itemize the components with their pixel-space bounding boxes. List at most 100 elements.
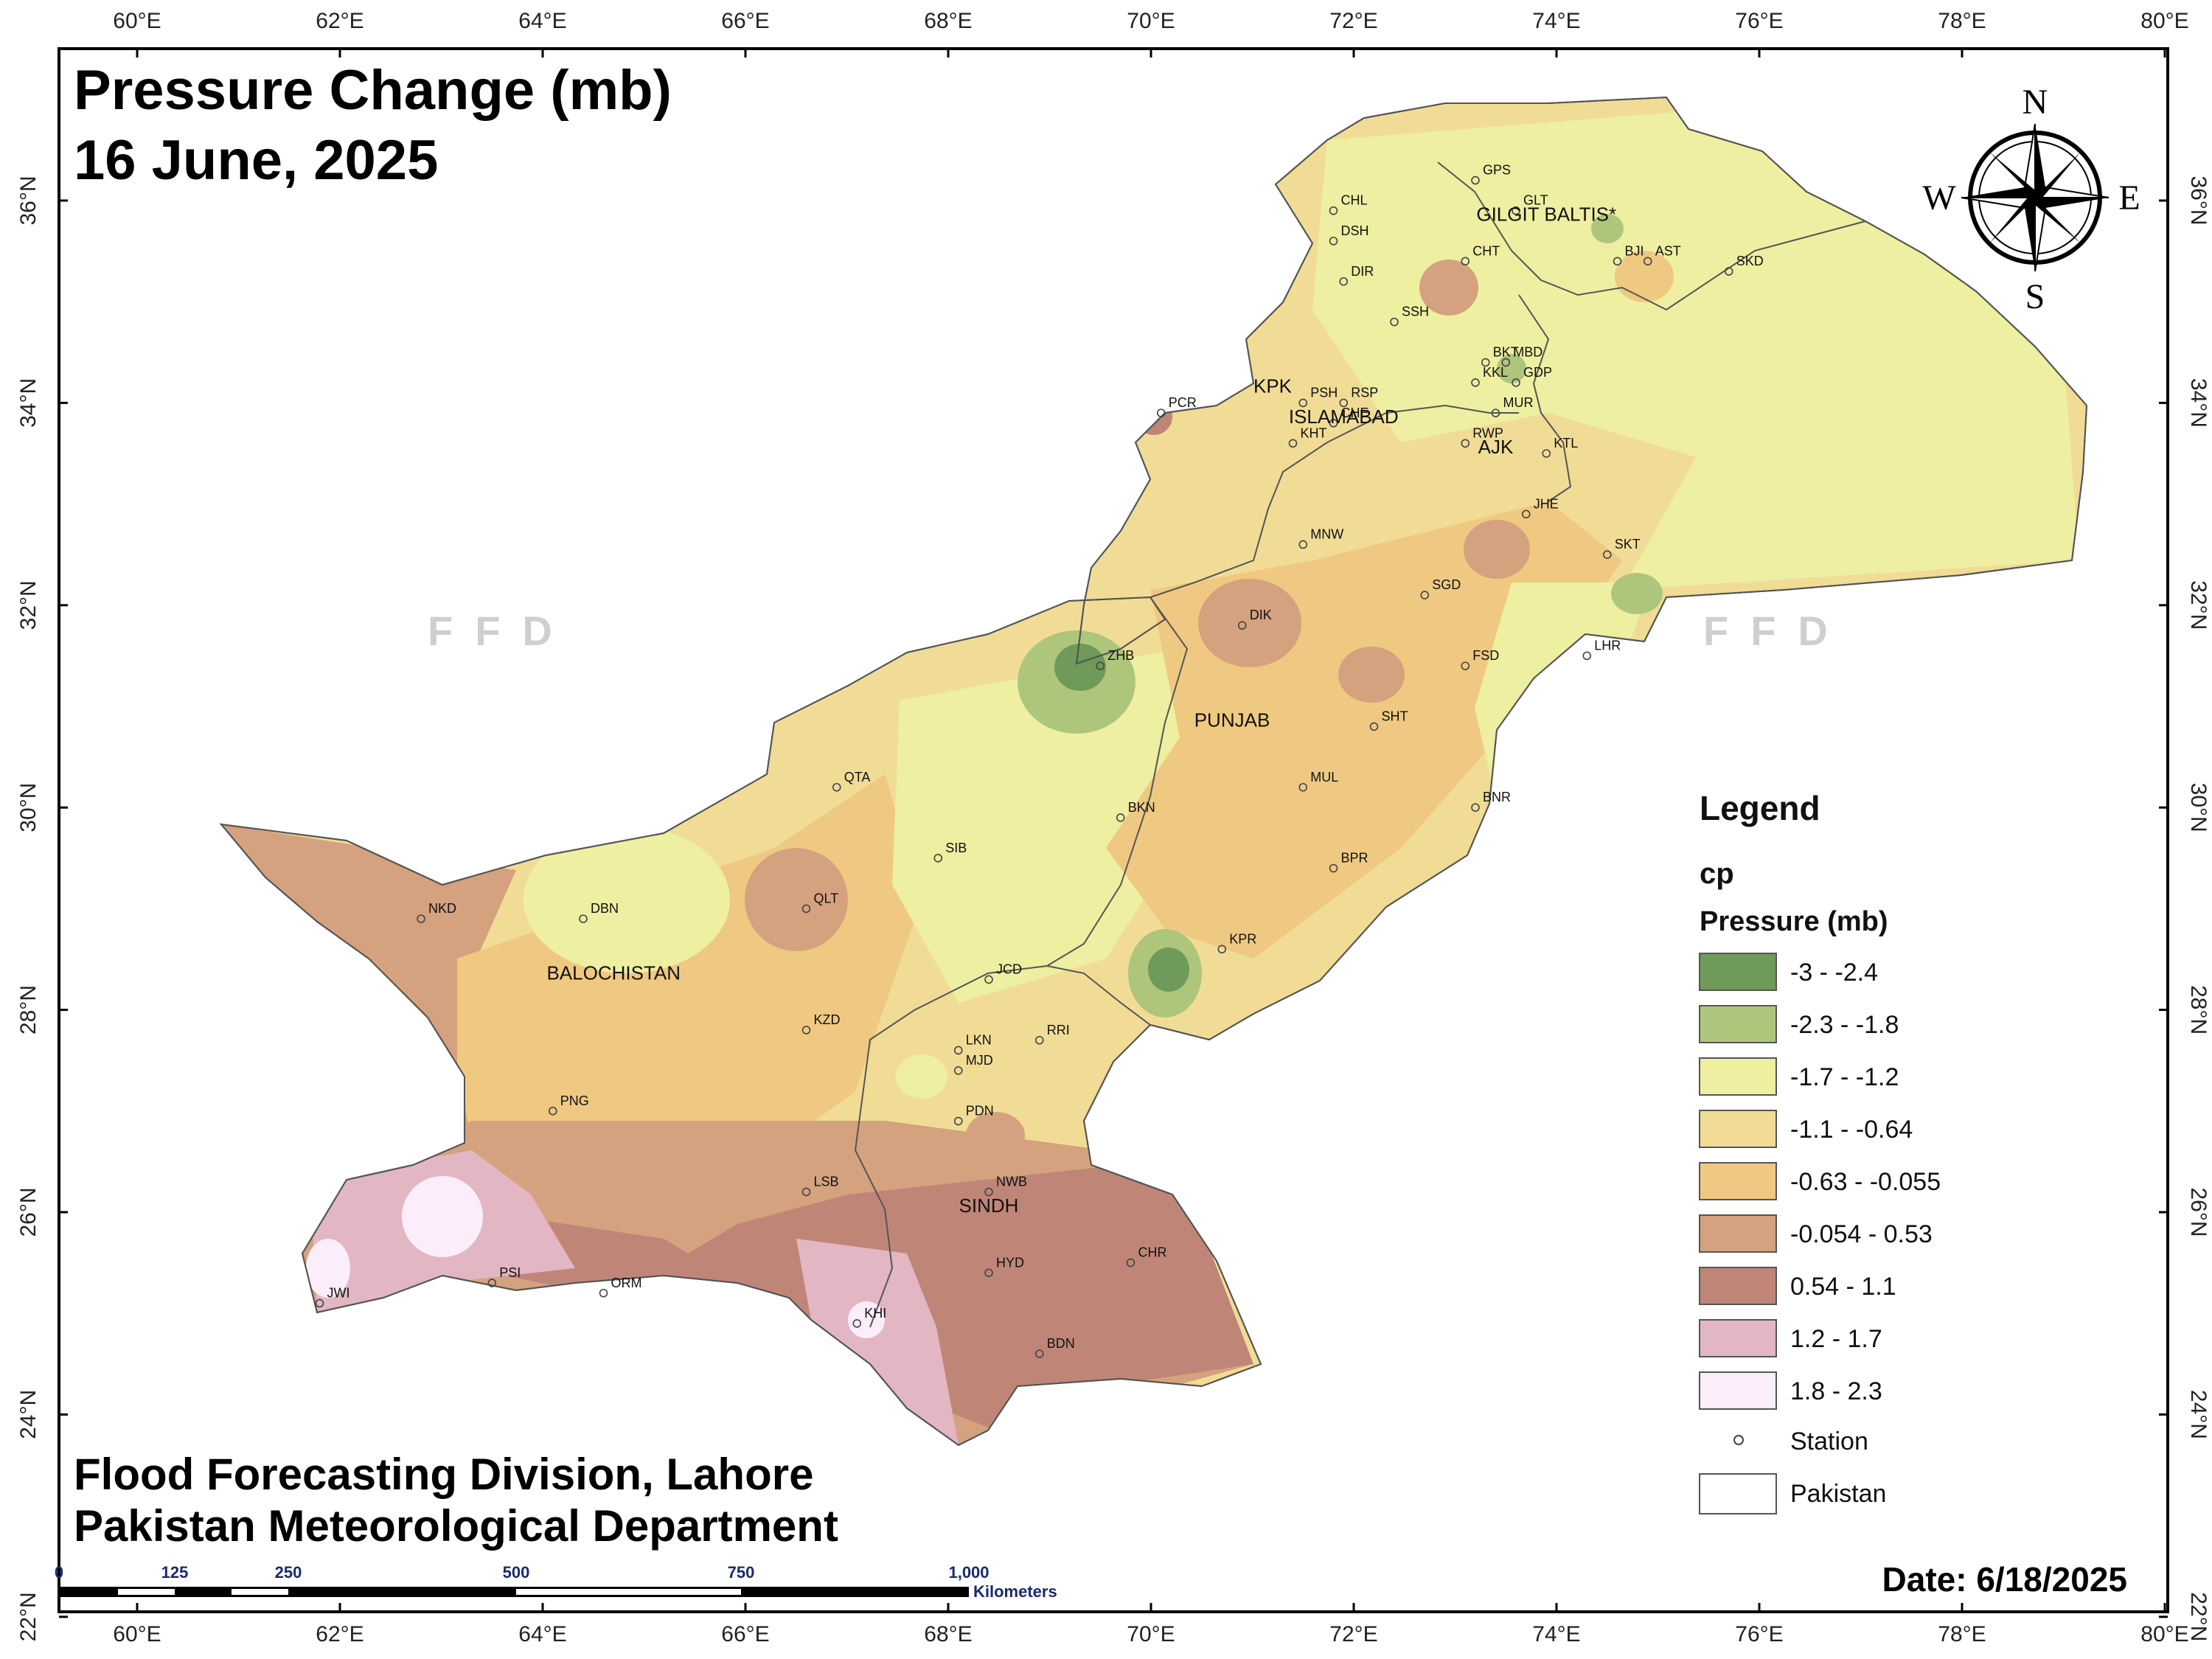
compass-e: E — [2118, 178, 2140, 218]
legend-class-label: 0.54 - 1.1 — [1790, 1273, 1896, 1301]
footer-division: Flood Forecasting Division, Lahore — [74, 1450, 813, 1499]
station-marker — [1288, 439, 1298, 448]
legend-class-label: -1.1 - -0.64 — [1790, 1116, 1913, 1144]
station-label: JWI — [327, 1285, 350, 1300]
station-marker — [1602, 550, 1612, 560]
scale-bar-base — [59, 1587, 969, 1597]
station-marker — [1116, 813, 1125, 822]
legend-title: Legend — [1700, 789, 1820, 827]
blob-ast — [1615, 251, 1674, 302]
blob-qlt — [745, 848, 848, 951]
station-label: KTL — [1554, 436, 1578, 451]
blob-glt — [1591, 214, 1624, 243]
blob-mbd — [1497, 354, 1526, 383]
lon-label-top: 66°E — [721, 9, 769, 33]
station-marker — [1512, 378, 1520, 387]
station-label: PSI — [499, 1265, 521, 1280]
lat-label-right: 26°N — [2186, 1187, 2211, 1237]
station-label: MJD — [966, 1053, 993, 1068]
station-label: NKD — [428, 901, 456, 916]
scale-bar-seg-2 — [232, 1589, 288, 1595]
station-marker — [1329, 237, 1338, 246]
legend: Legend cp Pressure (mb) -3 - -2.4 -2.3 - … — [1699, 789, 1941, 1514]
station-marker — [1298, 782, 1308, 792]
station-label: MUR — [1503, 395, 1534, 410]
region-label: GILGIT BALTIS* — [1476, 203, 1616, 225]
station-marker — [1461, 439, 1470, 448]
station-marker — [832, 782, 841, 792]
station-label: BJI — [1625, 243, 1644, 258]
lat-label-left: 36°N — [16, 175, 41, 225]
lon-label-bottom: 66°E — [721, 1622, 769, 1646]
station-marker — [1471, 803, 1480, 812]
station-marker — [599, 1288, 608, 1298]
boundary-kpk-punjab — [1150, 404, 1519, 598]
blob-psi — [402, 1176, 483, 1257]
station-label: CHL — [1341, 193, 1368, 208]
blob-zhb-core — [1054, 644, 1106, 691]
blob-jwi — [306, 1239, 350, 1298]
station-label: FSD — [1472, 648, 1499, 663]
scale-labels: 0 125 250 500 750 1,000 — [55, 1563, 990, 1582]
zone-sib — [892, 649, 1209, 1003]
station-marker — [984, 1187, 993, 1197]
lon-label-bottom: 72°E — [1329, 1622, 1377, 1646]
boundary-balochistan-east — [854, 597, 1189, 1328]
lat-label-left: 22°N — [16, 1592, 41, 1641]
station-marker — [801, 904, 811, 914]
station-label: KPR — [1229, 931, 1256, 946]
station-marker — [1329, 206, 1338, 215]
legend-swatch — [1699, 1371, 1777, 1410]
station-label: MNW — [1310, 526, 1343, 541]
lon-label-top: 60°E — [113, 9, 161, 33]
blob-kpr-core — [1148, 947, 1189, 992]
station-marker — [1298, 398, 1308, 408]
station-marker — [984, 1268, 993, 1278]
legend-pakistan-label: Pakistan — [1790, 1480, 1886, 1508]
station-label: LKN — [966, 1032, 992, 1047]
station-marker — [1420, 591, 1430, 599]
region-labels: GILGIT BALTIS* KPK ISLAMABAD AJK PUNJAB BALOC… — [546, 203, 1616, 1217]
compass-star — [1961, 123, 2110, 272]
lon-label-bottom: 64°E — [518, 1622, 566, 1646]
station-marker — [984, 975, 993, 984]
legend-classes: -3 - -2.4 -2.3 - -1.8 -1.7 - -1.2 -1.1 - -0… — [1699, 953, 1941, 1410]
station-marker — [1298, 540, 1308, 549]
zone-dbn — [524, 826, 730, 973]
scale-tick-label: 1,000 — [948, 1563, 989, 1582]
lon-label-top: 80°E — [2140, 9, 2188, 33]
blob-ssh — [1419, 260, 1478, 316]
station-marker — [315, 1298, 324, 1308]
station-marker — [1461, 661, 1470, 670]
legend-pakistan-swatch — [1699, 1473, 1777, 1514]
station-marker — [1512, 206, 1520, 215]
station-label: CHE — [1341, 406, 1369, 420]
scale-tick-label: 750 — [728, 1563, 755, 1582]
station-label: GDP — [1523, 365, 1552, 380]
legend-class-label: -2.3 - -1.8 — [1790, 1011, 1899, 1039]
lat-label-right: 34°N — [2186, 378, 2211, 428]
region-label: ISLAMABAD — [1289, 406, 1399, 428]
station-label: GLT — [1523, 193, 1548, 208]
legend-class-label: 1.8 - 2.3 — [1790, 1377, 1882, 1405]
station-label: ZHB — [1107, 648, 1134, 663]
station-marker — [1339, 276, 1349, 286]
station-label: KHT — [1301, 425, 1327, 440]
station-label: SHT — [1382, 709, 1408, 723]
boundary-sindh-punjab — [1046, 965, 1151, 1026]
lat-label-left: 34°N — [16, 378, 41, 428]
legend-swatch — [1699, 1005, 1777, 1043]
graticule-ticks: 60°E 60°E 62°E 62°E 64°E 64°E 66°E 66°E 68°E 68°E… — [16, 9, 2211, 1646]
station-marker — [579, 914, 588, 923]
scale-tick-label: 250 — [275, 1563, 302, 1582]
lon-label-top: 72°E — [1329, 9, 1377, 33]
station-marker — [1034, 1035, 1044, 1045]
station-label: RWP — [1472, 425, 1503, 440]
legend-class-label: -0.63 - -0.055 — [1790, 1168, 1941, 1196]
legend-class-label: 1.2 - 1.7 — [1790, 1325, 1882, 1353]
station-marker — [1471, 378, 1480, 387]
station-label: AST — [1655, 243, 1681, 258]
station-label: BPR — [1341, 851, 1368, 866]
scale-tick-label: 125 — [161, 1563, 189, 1582]
